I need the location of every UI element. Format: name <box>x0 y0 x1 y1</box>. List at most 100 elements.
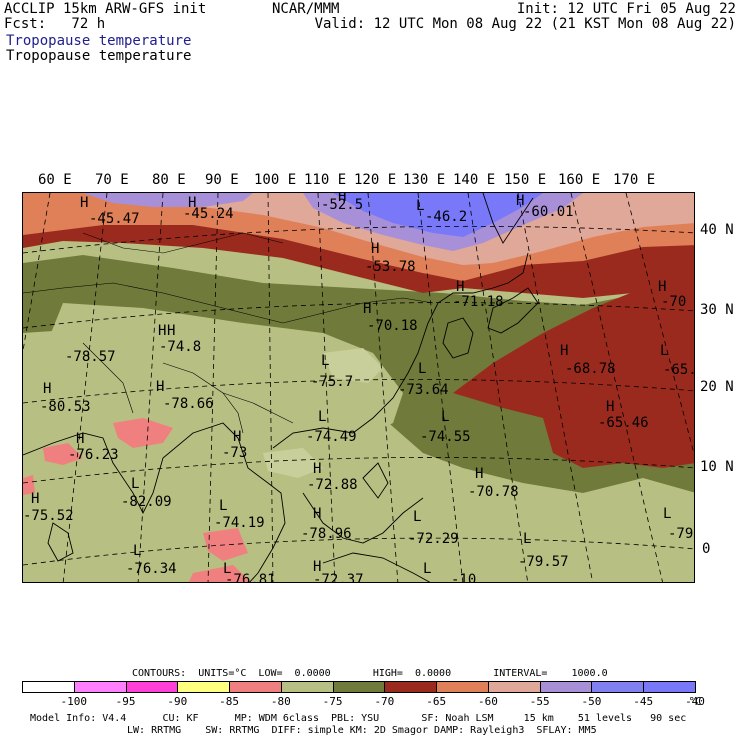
svg-text:H: H <box>158 323 166 339</box>
tropopause-temperature-map: H -45.47 H -45.24 H -52.5 L -46.2 H -60.01 H-… <box>22 192 695 583</box>
contours-info: CONTOURS: UNITS=°C LOW= 0.0000 HIGH= 0.0… <box>132 668 608 679</box>
svg-text:H: H <box>76 431 84 447</box>
extremum: H-75.52 <box>23 491 74 524</box>
lon-label: 70 E <box>95 172 129 188</box>
svg-text:-79: -79 <box>668 526 693 542</box>
svg-text:H: H <box>313 461 321 477</box>
patch-salmon <box>43 443 83 465</box>
extremum: H-65.46 <box>598 399 649 431</box>
svg-text:H: H <box>371 241 379 257</box>
region-lavender-west <box>83 193 253 207</box>
lon-label: 100 E <box>254 172 297 188</box>
region-khaki-south <box>23 433 563 582</box>
lon-label: 140 E <box>453 172 496 188</box>
lon-label: 150 E <box>504 172 547 188</box>
svg-text:H: H <box>363 301 371 317</box>
svg-text:-82.09: -82.09 <box>121 494 172 510</box>
colorbar-label: -60 <box>477 695 498 708</box>
svg-text:H: H <box>233 429 241 445</box>
lon-label: 120 E <box>354 172 397 188</box>
svg-text:H: H <box>80 195 88 211</box>
colorbar-swatch <box>384 681 438 693</box>
patch-salmon <box>203 528 248 561</box>
svg-text:-73: -73 <box>222 445 247 461</box>
svg-text:H: H <box>606 399 614 415</box>
svg-text:-53.78: -53.78 <box>365 259 416 275</box>
region-blue <box>333 193 543 237</box>
svg-text:-72.29: -72.29 <box>408 531 459 547</box>
svg-text:H: H <box>475 466 483 482</box>
colorbar-swatch <box>177 681 231 693</box>
extremum: L -82.09 <box>121 476 172 510</box>
lon-label: 110 E <box>304 172 347 188</box>
svg-text:-75.52: -75.52 <box>23 508 74 524</box>
extremum: H-72.88 <box>307 461 358 493</box>
colorbar-label: -75 <box>322 695 343 708</box>
svg-text:H: H <box>658 279 666 295</box>
lon-label: 90 E <box>205 172 239 188</box>
extremum: H-70.18 <box>363 301 418 334</box>
colorbar-label: -85 <box>219 695 239 708</box>
svg-text:L: L <box>318 409 326 425</box>
svg-text:L: L <box>321 353 329 369</box>
patch-salmon <box>23 475 35 495</box>
colorbar-unit: °C <box>688 695 702 708</box>
lon-label: 80 E <box>152 172 186 188</box>
extremum: L-74.19 <box>214 498 265 531</box>
svg-text:-78.96: -78.96 <box>301 526 352 542</box>
lon-label: 160 E <box>558 172 601 188</box>
colorbar-swatch <box>539 681 593 693</box>
extremum: L -79.57 <box>518 531 569 570</box>
svg-text:L: L <box>219 498 227 514</box>
svg-text:-73.64: -73.64 <box>398 382 449 398</box>
extremum: H-74.8 <box>159 323 201 355</box>
patch-salmon <box>188 565 251 582</box>
lon-label: 170 E <box>613 172 656 188</box>
field-name-shaded: Tropopause temperature <box>6 33 192 49</box>
extremum: H -78.96 <box>301 506 352 542</box>
colorbar-swatch <box>487 681 541 693</box>
colorbar-label: -100 <box>60 695 88 708</box>
extremum: H -53.78 <box>365 241 416 275</box>
longitude-lines <box>23 193 694 582</box>
svg-text:L: L <box>131 476 139 492</box>
svg-text:H: H <box>167 323 175 339</box>
svg-text:-78.57: -78.57 <box>65 349 116 365</box>
extremum: L-46.2 <box>416 198 467 225</box>
svg-text:H: H <box>313 559 321 575</box>
svg-text:-45.47: -45.47 <box>89 211 140 227</box>
lat-label: 20 N <box>700 379 734 395</box>
svg-text:-45.24: -45.24 <box>183 206 234 222</box>
svg-text:-80.53: -80.53 <box>40 399 91 415</box>
forecast-hour: Fcst: 72 h <box>4 16 106 32</box>
extremum: L -76.34 <box>126 543 177 577</box>
svg-text:L: L <box>441 409 449 425</box>
svg-text:-74.19: -74.19 <box>214 515 265 531</box>
svg-text:H: H <box>31 491 39 507</box>
extremum: L -65. <box>660 343 694 378</box>
colorbar-swatch <box>436 681 489 693</box>
extremum: H-72.37 <box>313 559 364 582</box>
lat-label: 0 <box>702 541 711 557</box>
extremum: H -70.78 <box>468 466 519 500</box>
region-dark-red-north <box>23 223 694 303</box>
extremum: L -74.55 <box>420 409 471 445</box>
colorbar-label: -55 <box>529 695 550 708</box>
lon-label: 130 E <box>403 172 446 188</box>
colorbar-swatch <box>332 681 386 693</box>
svg-text:L: L <box>416 198 424 214</box>
colorbar-swatch <box>22 681 75 693</box>
svg-text:H: H <box>560 343 568 359</box>
svg-text:-65.46: -65.46 <box>598 415 649 431</box>
svg-text:H: H <box>156 379 164 395</box>
svg-text:-75.7: -75.7 <box>311 374 353 390</box>
extremum: L -73.64 <box>398 361 449 398</box>
extremum: H-45.24 <box>183 195 234 222</box>
extremum: L -74.49 <box>306 409 357 445</box>
patch-light <box>263 448 323 478</box>
extremum: H -80.53 <box>40 381 91 415</box>
svg-text:-52.5: -52.5 <box>321 197 363 213</box>
region-khaki-plateau <box>43 303 403 443</box>
svg-text:L: L <box>423 561 431 577</box>
lat-label: 10 N <box>700 459 734 475</box>
